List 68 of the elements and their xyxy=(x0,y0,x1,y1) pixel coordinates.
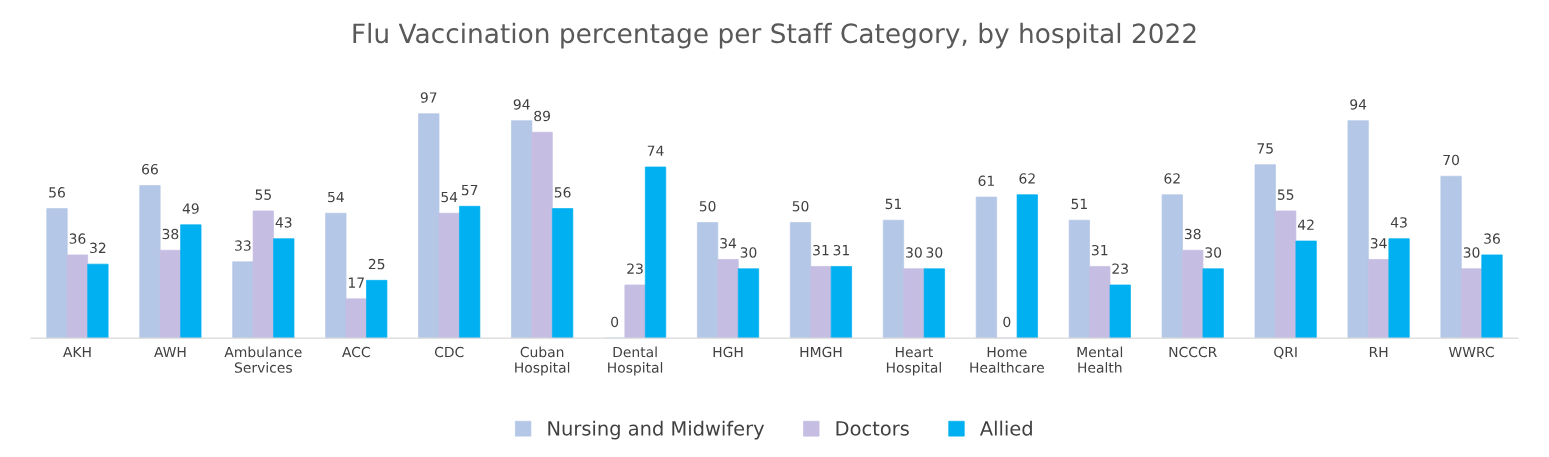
data-label: 50 xyxy=(699,200,716,212)
data-label: 74 xyxy=(647,145,664,156)
data-label: 34 xyxy=(1370,237,1387,249)
data-label: 17 xyxy=(348,277,364,288)
data-label: 61 xyxy=(978,175,994,187)
data-label: 30 xyxy=(906,247,922,258)
data-label: 31 xyxy=(1092,244,1108,256)
data-label: 66 xyxy=(142,163,158,175)
data-label: 94 xyxy=(1350,99,1367,110)
data-label: 89 xyxy=(534,110,551,122)
data-label: 30 xyxy=(740,247,757,258)
data-label: 30 xyxy=(926,247,943,258)
legend-label: Doctors xyxy=(836,421,909,436)
data-label: 38 xyxy=(162,228,179,240)
x-tick-label: AKH xyxy=(63,346,91,358)
data-label: 30 xyxy=(1205,247,1222,258)
data-label: 55 xyxy=(1277,189,1294,200)
x-tick-label: Heart Hospital xyxy=(886,346,941,376)
x-tick-label: Mental Health xyxy=(1077,346,1123,373)
x-tick-label: CDC xyxy=(434,346,464,358)
data-label: 23 xyxy=(627,263,643,274)
x-tick-label: NCCCR xyxy=(1169,346,1217,358)
data-label: 97 xyxy=(420,92,437,103)
x-tick-label: ACC xyxy=(342,346,370,358)
data-label: 54 xyxy=(441,191,458,203)
data-label: 62 xyxy=(1019,173,1035,184)
data-label: 34 xyxy=(720,237,737,249)
x-tick-label: HGH xyxy=(713,346,743,358)
data-label: 51 xyxy=(885,198,902,210)
data-label: 94 xyxy=(513,99,530,110)
data-label: 36 xyxy=(1484,233,1500,244)
x-tick-label: WWRC xyxy=(1448,346,1494,358)
x-tick-label: QRI xyxy=(1274,346,1297,359)
legend-label: Allied xyxy=(979,420,1032,436)
data-label: 75 xyxy=(1257,143,1273,154)
data-label: 33 xyxy=(235,240,251,251)
data-label: 56 xyxy=(554,187,571,198)
data-label: 31 xyxy=(813,244,829,256)
chart-title: Flu Vaccination percentage per Staff Category, by hospital 2022 xyxy=(353,22,1196,49)
data-label: 49 xyxy=(182,203,199,214)
data-label: 23 xyxy=(1112,263,1128,274)
x-tick-label: Home Healthcare xyxy=(970,346,1044,373)
data-label: 42 xyxy=(1297,219,1314,230)
data-label: 43 xyxy=(275,217,292,228)
data-label: 0 xyxy=(611,316,619,328)
data-label: 25 xyxy=(368,258,385,270)
x-tick-label: AWH xyxy=(154,346,186,358)
x-tick-label: Cuban Hospital xyxy=(515,346,570,376)
data-label: 51 xyxy=(1071,198,1087,210)
data-label: 43 xyxy=(1390,217,1407,228)
data-label: 36 xyxy=(69,233,86,244)
x-tick-label: Dental Hospital xyxy=(608,346,663,376)
x-tick-label: Ambulance Services xyxy=(224,346,302,373)
data-label: 54 xyxy=(328,191,344,203)
data-label: 50 xyxy=(792,200,809,212)
data-label: 55 xyxy=(255,189,271,200)
data-label: 38 xyxy=(1184,228,1201,240)
x-tick-label: RH xyxy=(1369,346,1388,358)
data-label: 70 xyxy=(1443,154,1460,166)
data-label: 62 xyxy=(1164,173,1180,184)
data-label: 30 xyxy=(1463,247,1480,258)
data-label: 56 xyxy=(49,187,65,198)
data-label: 0 xyxy=(1003,316,1011,328)
data-label: 57 xyxy=(461,184,478,196)
data-label: 31 xyxy=(833,244,849,256)
legend-label: Nursing and Midwifery xyxy=(548,420,765,440)
data-label: 32 xyxy=(90,242,106,254)
x-tick-label: HMGH xyxy=(800,346,842,358)
